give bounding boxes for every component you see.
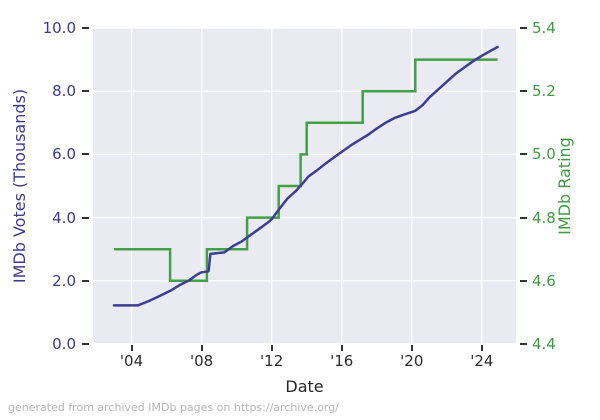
x-tick-mark [480,345,483,351]
x-tick-label: '12 [260,352,284,370]
left-tick-mark [82,343,89,345]
rating-step-line [114,58,498,283]
votes-line [112,45,499,307]
x-tick-label: '24 [470,352,494,370]
left-tick-mark [82,153,89,156]
left-y-axis-label: IMDb Votes (Thousands) [10,88,29,284]
left-tick-mark [82,27,89,29]
source-caption: generated from archived IMDb pages on ht… [8,401,339,414]
right-tick-mark [520,279,527,282]
left-tick-mark [82,216,89,219]
x-tick-label: '04 [119,352,144,370]
x-tick-mark [270,345,273,351]
left-tick-label: 0.0 [52,335,76,353]
right-tick-label: 4.4 [532,335,556,353]
left-tick-label: 2.0 [52,271,76,290]
x-tick-mark [340,345,343,351]
x-tick-mark [130,345,133,351]
right-tick-label: 4.6 [532,271,556,290]
right-tick-label: 5.2 [532,82,556,101]
chart-canvas [93,28,516,344]
left-tick-mark [82,279,89,282]
right-tick-label: 4.8 [532,208,556,227]
right-tick-mark [520,343,527,345]
right-tick-label: 5.0 [532,145,556,164]
right-tick-mark [520,27,527,29]
right-tick-label: 5.4 [532,19,556,37]
right-tick-mark [520,90,527,93]
left-tick-label: 6.0 [52,145,76,164]
x-tick-mark [410,345,413,351]
x-axis-label: Date [285,377,324,396]
x-tick-label: '20 [400,352,424,370]
right-y-axis-label: IMDb Rating [555,137,574,235]
plot-area [93,28,516,344]
x-tick-label: '16 [330,352,354,370]
x-tick-label: '08 [189,352,214,370]
right-tick-mark [520,216,527,219]
left-tick-label: 10.0 [42,19,76,37]
left-tick-label: 4.0 [52,208,76,227]
right-tick-mark [520,153,527,156]
left-tick-mark [82,90,89,93]
x-tick-mark [200,345,203,351]
left-tick-label: 8.0 [52,82,76,101]
